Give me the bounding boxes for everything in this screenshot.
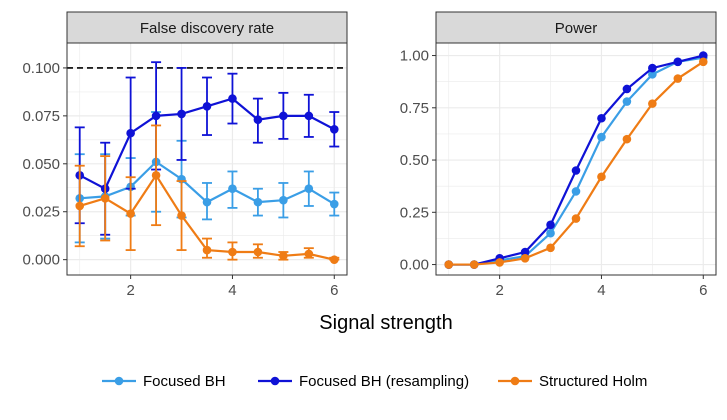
data-point xyxy=(151,111,161,121)
data-point xyxy=(253,197,263,207)
y-tick-label: 0.00 xyxy=(400,257,429,274)
data-point xyxy=(622,134,632,144)
panel-strip xyxy=(66,11,348,44)
legend: Focused BH Focused BH (resampling) Structu… xyxy=(102,373,647,390)
data-point xyxy=(126,128,135,138)
legend-marker xyxy=(114,376,124,386)
data-point xyxy=(304,111,314,121)
data-point xyxy=(673,57,683,67)
x-tick-label: 4 xyxy=(228,282,236,299)
data-point xyxy=(520,253,530,263)
y-tick-label: 0.50 xyxy=(400,152,429,169)
data-point xyxy=(648,63,657,73)
data-point xyxy=(126,209,135,218)
data-point xyxy=(622,84,632,94)
x-tick-label: 2 xyxy=(126,282,134,299)
y-tick-label: 0.000 xyxy=(22,252,60,269)
data-point xyxy=(304,249,314,259)
legend-label: Focused BH xyxy=(143,373,226,390)
x-tick-label: 6 xyxy=(330,282,338,299)
panel-title: False discovery rate xyxy=(140,20,274,37)
x-tick-label: 2 xyxy=(495,282,503,299)
data-point xyxy=(546,243,555,253)
y-tick-label: 0.050 xyxy=(22,156,60,173)
data-point xyxy=(329,124,339,134)
data-point xyxy=(75,201,85,211)
data-point xyxy=(698,57,708,67)
data-point xyxy=(253,247,263,257)
data-point xyxy=(520,247,530,257)
data-point xyxy=(329,255,339,264)
data-point xyxy=(698,51,708,60)
legend-item-structured-holm: Structured Holm xyxy=(498,373,647,390)
panel-strip xyxy=(435,11,717,44)
data-point xyxy=(597,172,606,182)
data-point xyxy=(202,245,212,255)
x-tick-label: 6 xyxy=(699,282,707,299)
data-point xyxy=(571,214,581,223)
series-focused-bh-resampling xyxy=(74,61,340,236)
panel-border xyxy=(66,42,348,276)
data-point xyxy=(228,184,237,194)
legend-item-focused-bh: Focused BH xyxy=(102,373,226,390)
data-point xyxy=(673,74,683,83)
data-point xyxy=(571,166,581,175)
data-point xyxy=(228,247,237,257)
y-tick-label: 0.75 xyxy=(400,100,429,117)
panel-title: Power xyxy=(555,20,598,37)
legend-marker xyxy=(510,376,520,386)
data-point xyxy=(546,220,555,230)
data-point xyxy=(469,260,479,269)
panel-power: Power 0.00 0.25 0.50 0.75 1.00 2 4 6 xyxy=(400,11,717,299)
data-point xyxy=(444,260,454,269)
data-point xyxy=(571,187,581,196)
x-tick-label: 4 xyxy=(597,282,605,299)
y-tick-label: 0.25 xyxy=(400,204,429,221)
data-point xyxy=(100,194,110,203)
data-point xyxy=(177,211,186,220)
panel-false-discovery-rate: False discovery rate 0.000 0.025 0.050 0.075… xyxy=(22,11,348,299)
panel-border xyxy=(435,42,717,276)
series-structured-holm xyxy=(444,57,708,269)
legend-marker xyxy=(270,376,280,386)
data-point xyxy=(228,94,237,103)
y-tick-label: 0.075 xyxy=(22,108,60,125)
legend-label: Structured Holm xyxy=(539,373,647,390)
y-tick-label: 0.025 xyxy=(22,204,60,221)
data-point xyxy=(202,101,212,111)
y-tick-label: 0.100 xyxy=(22,60,60,77)
data-point xyxy=(329,199,339,209)
data-point xyxy=(279,195,288,205)
data-point xyxy=(546,228,555,238)
data-point xyxy=(304,184,314,194)
y-tick-label: 1.00 xyxy=(400,48,429,65)
data-point xyxy=(151,170,161,180)
data-point xyxy=(495,258,504,267)
legend-item-focused-bh-resampling: Focused BH (resampling) xyxy=(258,373,469,390)
data-point xyxy=(279,111,288,121)
data-point xyxy=(648,70,657,79)
data-point xyxy=(253,115,263,124)
series-structured-holm xyxy=(74,124,340,264)
data-point xyxy=(597,113,606,123)
data-point xyxy=(597,132,606,142)
data-point xyxy=(622,97,632,106)
data-point xyxy=(279,251,288,261)
data-point xyxy=(177,109,186,119)
data-point xyxy=(202,197,212,207)
data-point xyxy=(648,99,657,108)
x-axis-label: Signal strength xyxy=(319,312,452,334)
legend-label: Focused BH (resampling) xyxy=(299,373,469,390)
